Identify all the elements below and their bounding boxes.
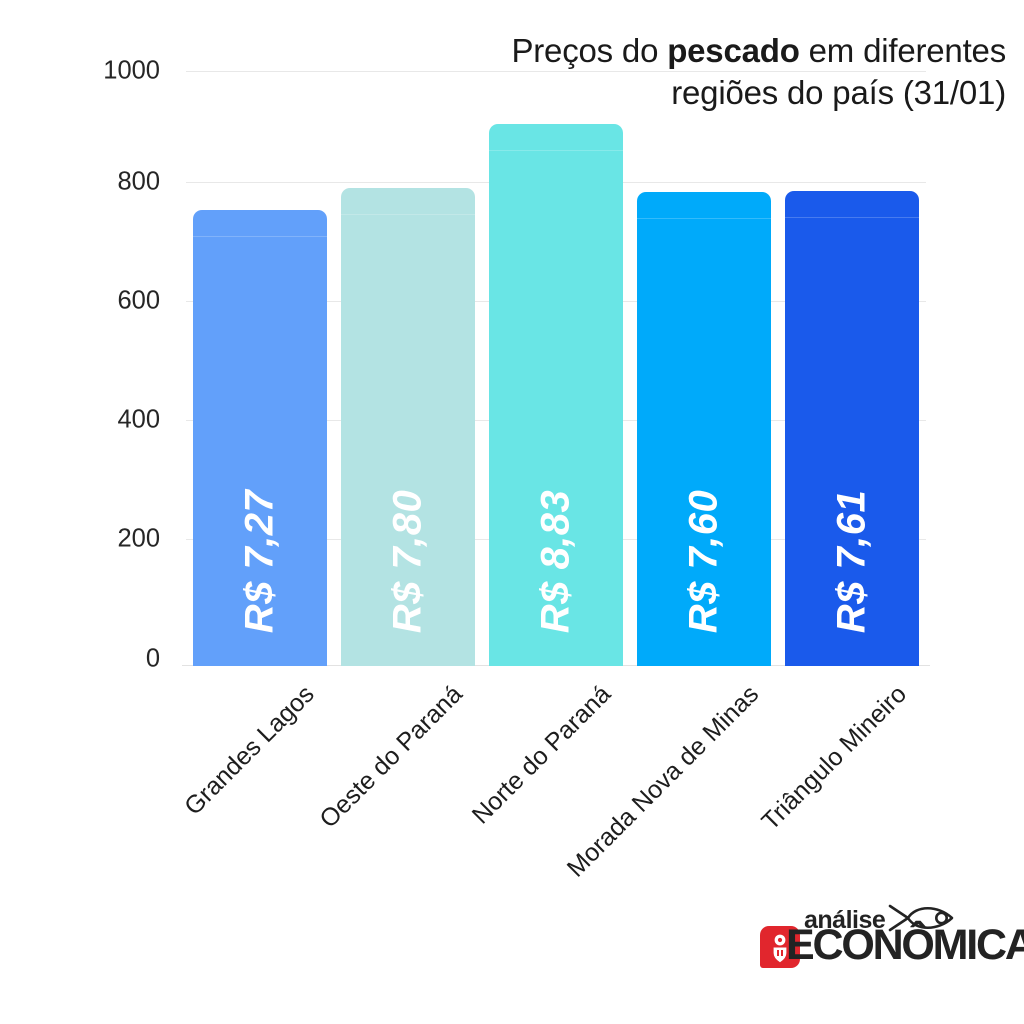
x-tick-label: Grandes Lagos <box>179 680 320 821</box>
chart-title-line-2: regiões do país (31/01) <box>671 73 1006 111</box>
bar-value-label: R$ 7,60 <box>681 489 726 634</box>
bar-norte-do-parana[interactable]: R$ 8,83 <box>489 124 623 666</box>
x-label-slot: Grandes Lagos <box>179 666 334 906</box>
x-label-slot: Oeste do Paraná <box>314 666 482 906</box>
bar-value-label: R$ 7,80 <box>385 489 430 634</box>
bar-sheen <box>637 218 771 219</box>
x-label-slot: Triângulo Mineiro <box>756 666 926 906</box>
gridline-1000 <box>186 71 926 72</box>
bar-slot: R$ 7,60 <box>630 71 778 666</box>
bar-slot: R$ 7,61 <box>778 71 926 666</box>
x-tick-label: Norte do Paraná <box>466 680 616 830</box>
x-axis: Grandes Lagos Oeste do Paraná Norte do P… <box>179 666 926 916</box>
bar-oeste-do-parana[interactable]: R$ 7,80 <box>341 188 475 666</box>
bar-series: R$ 7,27 R$ 7,80 R$ 8,83 R$ 7,60 R$ 7 <box>186 71 926 666</box>
chart-title-line-1: Preços do pescado em diferentes <box>386 30 1006 72</box>
title-text-post: em diferentes <box>799 32 1007 69</box>
y-tick-label: 0 <box>145 644 160 673</box>
logo-analise-text: análise <box>804 906 886 934</box>
y-tick-label: 1000 <box>103 56 160 85</box>
title-text-pre: Preços do <box>511 32 668 69</box>
y-tick-label: 200 <box>117 524 160 553</box>
bar-value-label: R$ 7,61 <box>829 489 874 634</box>
bar-morada-nova-de-minas[interactable]: R$ 7,60 <box>637 192 771 666</box>
fish-icon <box>882 898 960 938</box>
brand-logo: análise ECONÔMICA <box>760 902 1024 982</box>
bar-sheen <box>341 214 475 215</box>
logo-economica-text: ECONÔMICA <box>786 921 1024 969</box>
x-label-slot: Norte do Paraná <box>466 666 630 906</box>
bar-sheen <box>489 150 623 151</box>
x-tick-label: Triângulo Mineiro <box>756 680 912 836</box>
x-tick-label: Oeste do Paraná <box>314 680 468 834</box>
bar-sheen <box>193 236 327 237</box>
bar-slot: R$ 7,80 <box>334 71 482 666</box>
title-text-bold: pescado <box>667 32 800 69</box>
bar-triangulo-mineiro[interactable]: R$ 7,61 <box>785 191 919 666</box>
y-tick-label: 400 <box>117 405 160 434</box>
y-axis: 1000 800 600 400 200 0 <box>0 57 160 673</box>
logo-badge-icon <box>760 926 800 968</box>
bar-slot: R$ 8,83 <box>482 71 630 666</box>
bar-slot: R$ 7,27 <box>186 71 334 666</box>
bar-sheen <box>785 217 919 218</box>
bar-value-label: R$ 7,27 <box>237 489 282 634</box>
bar-grandes-lagos[interactable]: R$ 7,27 <box>193 210 327 666</box>
chart-title: Preços do pescado em diferentes regiões … <box>386 30 1006 113</box>
x-label-slot: Morada Nova de Minas <box>561 666 778 906</box>
y-tick-label: 800 <box>117 167 160 196</box>
bar-value-label: R$ 8,83 <box>533 489 578 634</box>
y-tick-label: 600 <box>117 286 160 315</box>
